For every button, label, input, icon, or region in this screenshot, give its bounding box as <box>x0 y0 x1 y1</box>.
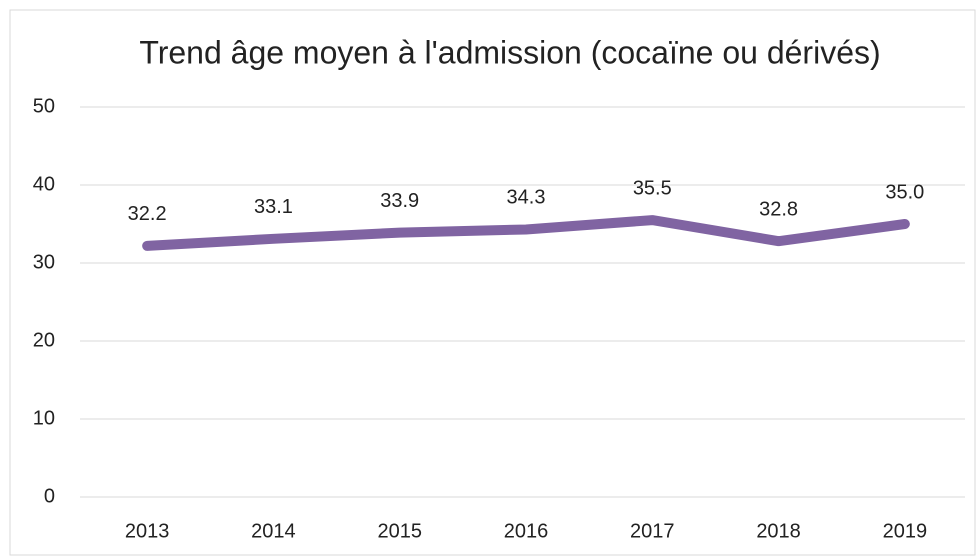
data-label: 33.1 <box>254 196 293 218</box>
x-tick-label: 2014 <box>251 520 296 542</box>
x-tick-label: 2019 <box>883 520 928 542</box>
data-label: 35.0 <box>885 181 924 203</box>
y-tick-label: 20 <box>33 329 55 351</box>
data-label: 33.9 <box>380 190 419 212</box>
y-tick-label: 30 <box>33 251 55 273</box>
y-tick-label: 40 <box>33 173 55 195</box>
y-tick-label: 0 <box>44 485 55 507</box>
y-tick-label: 50 <box>33 95 55 117</box>
chart-frame <box>9 9 976 556</box>
x-tick-label: 2018 <box>756 520 801 542</box>
line-series <box>142 215 910 251</box>
x-tick-label: 2016 <box>504 520 549 542</box>
x-tick-label: 2017 <box>630 520 675 542</box>
x-tick-label: 2013 <box>125 520 170 542</box>
y-tick-label: 10 <box>33 407 55 429</box>
data-label: 34.3 <box>507 187 546 209</box>
data-label: 32.2 <box>128 203 167 225</box>
data-label: 35.5 <box>633 177 672 199</box>
data-label: 32.8 <box>759 198 798 220</box>
chart-title: Trend âge moyen à l'admission (cocaïne o… <box>139 34 880 70</box>
x-tick-label: 2015 <box>377 520 422 542</box>
